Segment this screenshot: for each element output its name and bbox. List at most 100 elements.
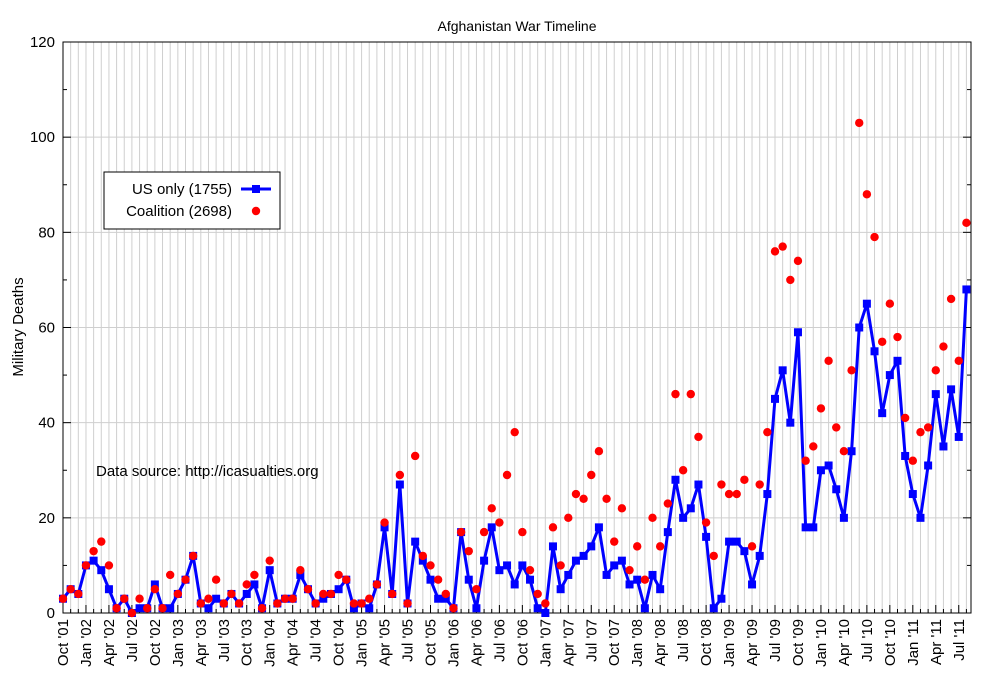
us-point-oct-08	[702, 532, 711, 541]
coalition-point-may-08	[663, 499, 673, 508]
us-point-feb-07	[548, 542, 557, 551]
coalition-point-nov-03	[250, 570, 259, 580]
us-point-oct-06	[518, 561, 527, 570]
us-point-apr-09	[748, 580, 757, 589]
us-point-jul-11	[954, 432, 963, 441]
coalition-point-nov-06	[525, 565, 535, 575]
coalition-point-sep-07	[602, 494, 611, 503]
x-tick-label: Oct '04	[331, 619, 348, 666]
x-tick-label: Jan '07	[537, 619, 554, 667]
coalition-point-may-11	[939, 342, 948, 351]
coalition-point-aug-07	[594, 447, 604, 456]
coalition-point-sep-09	[786, 275, 795, 285]
us-point-feb-08	[640, 604, 649, 613]
us-point-nov-05	[434, 594, 443, 603]
coalition-point-oct-08	[701, 518, 711, 527]
data-source-annotation: Data source: http://icasualties.org	[96, 463, 319, 480]
us-point-dec-06	[533, 604, 542, 613]
coalition-point-feb-05	[365, 594, 374, 603]
y-tick-label: 60	[38, 320, 55, 337]
legend-label-us: US only (1755)	[132, 181, 232, 198]
coalition-point-sep-10	[877, 337, 887, 346]
us-point-mar-08	[648, 570, 657, 579]
coalition-point-sep-03	[234, 599, 244, 608]
y-tick-label: 120	[30, 34, 55, 51]
us-point-apr-05	[380, 523, 389, 532]
coalition-point-nov-02	[158, 604, 167, 613]
us-point-sep-08	[694, 480, 703, 489]
x-tick-label: Oct '08	[698, 619, 715, 666]
us-point-may-08	[663, 528, 672, 537]
x-axis: Oct '01 Jan '02 Apr '02 Jul '02 Oct '02 Jan '…	[55, 605, 968, 667]
y-tick-label: 0	[47, 605, 55, 622]
us-point-mar-11	[924, 461, 933, 470]
us-point-jul-07	[587, 542, 596, 551]
us-point-mar-07	[556, 585, 565, 594]
x-tick-label: Jan '06	[445, 619, 462, 667]
y-tick-label: 80	[38, 224, 55, 241]
x-tick-label: Jan '09	[721, 619, 738, 667]
us-point-jan-09	[725, 537, 734, 546]
coalition-point-jan-04	[265, 556, 274, 565]
us-point-jun-10	[855, 323, 864, 332]
us-point-aug-02	[135, 604, 144, 613]
coalition-point-may-06	[479, 527, 489, 537]
coalition-point-apr-03	[196, 599, 206, 608]
x-tick-label: Jan '03	[170, 619, 187, 667]
coalition-point-oct-09	[793, 256, 803, 266]
x-tick-label: Apr '06	[468, 619, 485, 666]
us-point-aug-11	[962, 285, 971, 294]
coalition-point-jul-02	[127, 608, 137, 618]
coalition-point-jul-07	[587, 470, 596, 480]
coalition-point-jul-10	[862, 190, 872, 199]
x-tick-label: Apr '05	[377, 619, 394, 666]
coalition-point-jun-05	[395, 470, 405, 480]
us-point-jun-05	[395, 480, 404, 489]
us-point-apr-07	[564, 570, 573, 579]
coalition-point-dec-06	[533, 589, 542, 599]
us-point-feb-10	[824, 461, 833, 470]
us-point-aug-05	[411, 537, 420, 546]
us-point-jul-09	[771, 394, 780, 403]
us-point-aug-07	[594, 523, 603, 532]
coalition-point-jun-08	[671, 389, 680, 399]
us-point-nov-10	[893, 356, 902, 365]
us-point-mar-10	[832, 485, 841, 494]
series-coalition	[58, 118, 971, 618]
coalition-point-jun-07	[579, 494, 588, 503]
us-point-sep-06	[510, 580, 519, 589]
us-point-feb-05	[365, 604, 374, 613]
x-tick-label: Oct '02	[147, 619, 164, 666]
coalition-point-apr-06	[472, 585, 481, 594]
coalition-point-aug-02	[135, 594, 144, 603]
us-point-sep-07	[602, 570, 611, 579]
us-point-feb-09	[732, 537, 741, 546]
coalition-point-jan-05	[357, 599, 366, 608]
coalition-point-mar-06	[464, 546, 473, 556]
us-point-dec-08	[717, 594, 726, 603]
us-point-may-11	[939, 442, 948, 451]
us-point-dec-10	[901, 451, 910, 460]
x-tick-label: Jan '04	[262, 619, 279, 667]
coalition-point-mar-03	[188, 551, 198, 561]
x-tick-label: Oct '03	[239, 619, 256, 666]
coalition-point-feb-07	[548, 523, 558, 532]
coalition-point-dec-07	[625, 565, 634, 575]
x-tick-label: Apr '07	[560, 619, 577, 666]
coalition-point-jan-06	[449, 604, 458, 613]
coalition-point-may-10	[847, 366, 856, 375]
coalition-point-may-03	[204, 594, 213, 603]
us-point-oct-10	[885, 371, 894, 380]
us-point-oct-03	[242, 589, 251, 598]
x-tick-label: Oct '05	[422, 619, 439, 666]
coalition-point-feb-10	[824, 356, 833, 366]
x-tick-label: Oct '07	[606, 619, 623, 666]
coalition-point-oct-02	[150, 585, 160, 594]
us-point-may-04	[296, 570, 305, 579]
coalition-point-may-05	[388, 589, 397, 599]
us-point-feb-11	[916, 513, 925, 522]
coalition-point-jan-11	[908, 456, 918, 465]
coalition-point-jan-03	[173, 589, 183, 599]
coalition-point-aug-09	[778, 242, 787, 251]
